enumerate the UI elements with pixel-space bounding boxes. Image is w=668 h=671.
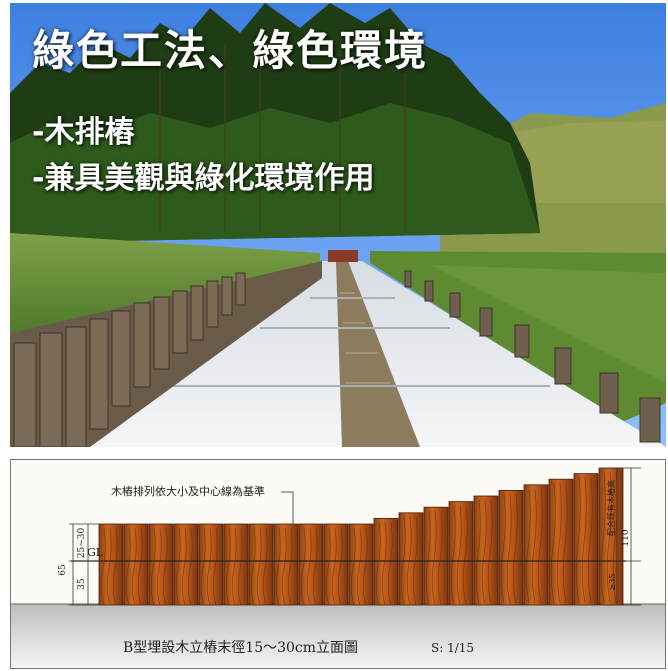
wood-grain — [237, 527, 243, 606]
wood-grain — [531, 488, 537, 604]
wood-grain — [275, 527, 281, 606]
wood-grain — [525, 488, 531, 604]
bullet-aesthetic-greening: -兼具美觀與綠化環境作用 — [32, 161, 375, 196]
wood-grain — [581, 477, 587, 603]
wood-grain — [206, 527, 212, 606]
wood-grain — [375, 522, 381, 605]
wood-grain — [362, 527, 368, 606]
bullet-wood-pile: -木排樁 — [32, 115, 135, 150]
wood-grain — [331, 527, 337, 606]
wood-grain — [306, 527, 312, 606]
ground-band — [11, 604, 665, 668]
wood-grain — [512, 494, 518, 604]
wood-grain — [175, 527, 181, 606]
wood-grain — [212, 527, 218, 606]
right-dimensions — [607, 467, 641, 606]
wood-grain — [325, 527, 331, 606]
wood-grain — [181, 527, 187, 606]
wood-grain — [262, 527, 268, 606]
wood-grain — [550, 483, 556, 603]
wood-grain — [537, 488, 543, 604]
wood-grain — [450, 505, 456, 604]
wood-grain — [150, 527, 156, 606]
wood-grain — [381, 522, 387, 605]
left-dimensions — [69, 523, 103, 606]
wood-grain — [156, 527, 162, 606]
wood-grain — [225, 527, 231, 606]
wood-grain — [500, 494, 506, 604]
slide-title: 綠色工法、綠色環境 — [32, 26, 429, 75]
wood-grain — [187, 527, 193, 606]
wood-pile — [348, 523, 374, 606]
wood-grain — [100, 527, 106, 606]
wood-grain — [412, 516, 418, 605]
wood-grain — [506, 494, 512, 604]
site-photo: 綠色工法、綠色環境 -木排樁 -兼具美觀與綠化環境作用 — [10, 3, 666, 447]
wood-piles — [98, 467, 624, 606]
wood-grain — [281, 527, 287, 606]
wood-grain — [250, 527, 256, 606]
existing-pile-height-note: 配合既有木樁高 — [606, 480, 616, 536]
wood-grain — [475, 499, 481, 604]
dim-110: 110 — [621, 529, 631, 546]
wood-pile-path-photo — [10, 3, 666, 447]
wood-grain — [137, 527, 143, 606]
wood-grain — [487, 499, 493, 604]
wood-pile — [398, 512, 424, 606]
wood-grain — [562, 483, 568, 603]
wood-grain — [312, 527, 318, 606]
wood-grain — [200, 527, 206, 606]
dim-65: 65 — [58, 564, 68, 576]
wood-grain — [425, 511, 431, 605]
wood-grain — [125, 527, 131, 606]
wood-grain — [456, 505, 462, 604]
wood-grain — [337, 527, 343, 606]
wood-grain — [162, 527, 168, 606]
wood-grain — [462, 505, 468, 604]
wood-grain — [431, 511, 437, 605]
wood-grain — [600, 471, 606, 603]
wood-pile — [273, 523, 299, 606]
drawing-scale: S: 1/15 — [431, 641, 474, 655]
wood-grain — [481, 499, 487, 604]
pile-elevation-diagram: 65 25~30 35 GL 木樁排列依大小及中心線為基準 配合既有木樁高 ≥3… — [11, 467, 665, 668]
drawing-caption: B型埋設木立樁末徑15～30cm立面圖 — [123, 639, 358, 656]
wood-grain — [387, 522, 393, 605]
wood-grain — [606, 471, 612, 603]
wood-grain — [406, 516, 412, 605]
dim-ge35: ≥35 — [608, 574, 617, 591]
wood-grain — [437, 511, 443, 605]
dim-35: 35 — [77, 578, 87, 590]
wood-grain — [587, 477, 593, 603]
wood-grain — [300, 527, 306, 606]
wood-grain — [556, 483, 562, 603]
elevation-drawing: 65 25~30 35 GL 木樁排列依大小及中心線為基準 配合既有木樁高 ≥3… — [10, 459, 666, 669]
wood-grain — [287, 527, 293, 606]
gl-label: GL — [87, 546, 104, 559]
wood-grain — [356, 527, 362, 606]
wood-grain — [131, 527, 137, 606]
wood-pile — [223, 523, 249, 606]
wood-grain — [106, 527, 112, 606]
wood-grain — [231, 527, 237, 606]
wood-grain — [112, 527, 118, 606]
wood-grain — [256, 527, 262, 606]
wood-grain — [350, 527, 356, 606]
dim-25-30: 25~30 — [77, 528, 87, 559]
wood-grain — [575, 477, 581, 603]
wood-grain — [400, 516, 406, 605]
alignment-note: 木樁排列依大小及中心線為基準 — [111, 484, 265, 498]
